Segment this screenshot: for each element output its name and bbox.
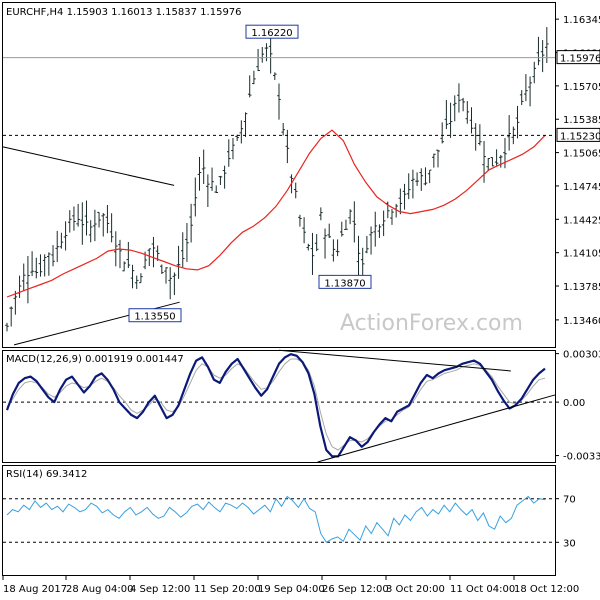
price-panel [2, 2, 556, 348]
macd-y-tick-label: 0.003036 [563, 350, 600, 361]
rsi-y-tick-label: 30 [563, 538, 576, 549]
reference-price-tag-box [556, 127, 600, 142]
y-tick-label: 1.14105 [563, 249, 600, 260]
macd-title: MACD(12,26,9) 0.001919 0.001447 [6, 354, 184, 365]
x-tick-label: 11 Sep 20:00 [194, 584, 261, 595]
low-annotation-1-box [128, 308, 182, 323]
rsi-title: RSI(14) 69.3412 [6, 469, 87, 480]
trendline [2, 146, 175, 186]
y-tick-label: 1.14745 [563, 182, 600, 193]
y-tick-label: 1.14425 [563, 215, 600, 226]
macd-y-tick-label: 0.00 [563, 398, 585, 409]
price-header: EURCHF,H4 1.15903 1.16013 1.15837 1.1597… [6, 7, 242, 18]
watermark: ActionForex.com [340, 311, 523, 336]
macd-line [5, 353, 546, 458]
low-annotation-1: 1.13550 [134, 312, 175, 323]
y-tick-label: 1.13460 [563, 316, 600, 327]
y-tick-label: 1.15705 [563, 82, 600, 93]
low-annotation-2: 1.13870 [324, 278, 365, 289]
x-tick-label: 3 Oct 20:00 [386, 584, 445, 595]
macd-panel [2, 350, 556, 463]
current-price-tag-box [556, 50, 600, 65]
current-price-tag: 1.15976 [560, 54, 600, 65]
rsi-panel [2, 465, 556, 576]
x-tick-label: 19 Sep 04:00 [258, 584, 325, 595]
low-annotation-2-box [318, 274, 372, 289]
macd-signal-line [6, 358, 546, 451]
reference-price-tag: 1.15230 [560, 131, 600, 142]
macd-y-tick-label: -0.003347 [563, 452, 600, 463]
x-tick-label: 18 Oct 12:00 [514, 584, 579, 595]
x-tick-label: 11 Oct 04:00 [450, 584, 515, 595]
macd-trendline [317, 394, 556, 463]
moving-average-line [6, 129, 546, 298]
x-tick-label: 4 Sep 12:00 [130, 584, 190, 595]
y-tick-label: 1.15385 [563, 115, 600, 126]
x-tick-label: 18 Aug 2017 [3, 584, 67, 595]
rsi-y-tick-label: 70 [563, 495, 576, 506]
y-tick-label: 1.13785 [563, 282, 600, 293]
x-tick-label: 28 Aug 04:00 [66, 584, 133, 595]
y-tick-label: 1.16345 [563, 15, 600, 26]
high-annotation: 1.16220 [251, 28, 292, 39]
rsi-line [6, 495, 546, 543]
y-tick-label: 1.15065 [563, 149, 600, 160]
high-annotation-box [245, 24, 299, 39]
macd-trendline [278, 349, 511, 372]
x-tick-label: 26 Sep 12:00 [322, 584, 389, 595]
